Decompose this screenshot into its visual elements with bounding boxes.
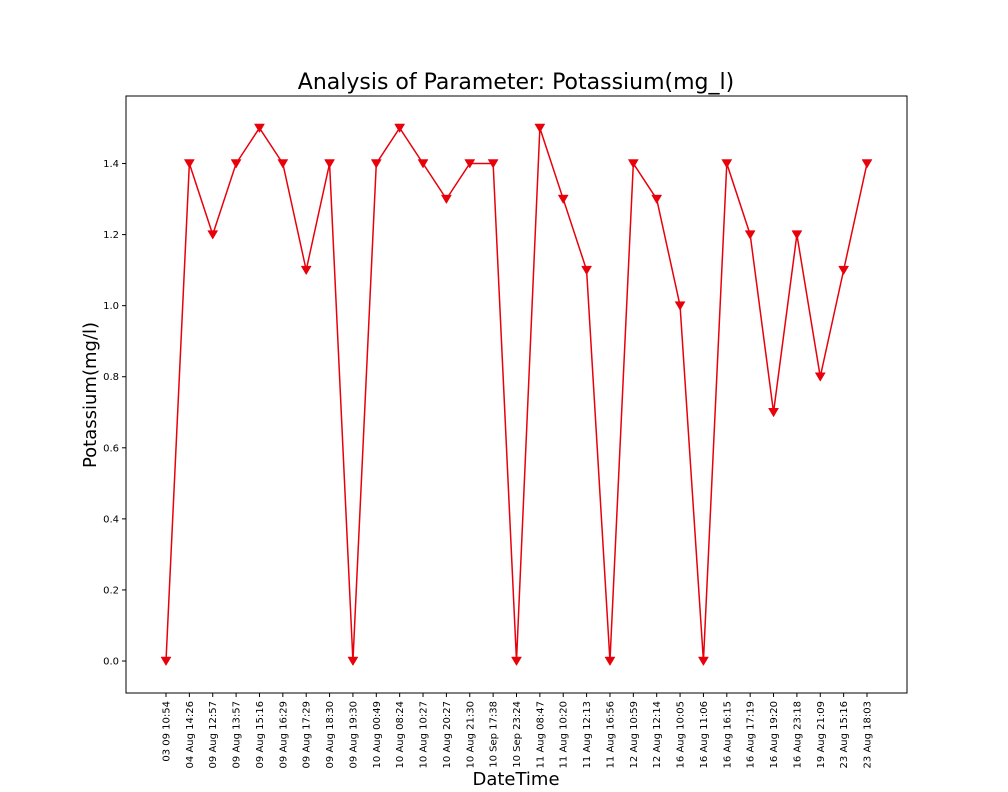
x-tick-label: 23 Aug 18:03: [863, 701, 874, 768]
x-tick-label: 11 Aug 08:47: [535, 701, 546, 768]
plot-area: [125, 95, 908, 694]
data-point-marker: [674, 301, 686, 311]
x-tick-label: 10 Aug 21:30: [465, 701, 476, 768]
y-tick-label: 1.0: [103, 301, 119, 312]
data-point-marker: [394, 123, 406, 133]
data-point-marker: [791, 230, 803, 240]
x-axis: 03 09 10:54 04 Aug 14:26 09 Aug 12:57 09 Au…: [162, 693, 874, 768]
data-point-marker: [370, 159, 382, 169]
x-tick-label: 19 Aug 21:09: [816, 701, 827, 768]
x-tick-label: 16 Aug 19:20: [769, 701, 780, 768]
data-point-marker: [160, 656, 172, 667]
y-axis: 0.0 0.2 0.4 0.6 0.8 1.0 1.2 1.4: [103, 159, 126, 668]
data-point-marker: [347, 656, 359, 667]
x-tick-label: 11 Aug 12:13: [582, 701, 593, 768]
data-point-marker: [838, 265, 850, 276]
x-tick-label: 04 Aug 14:26: [185, 701, 196, 768]
chart-title: Analysis of Parameter: Potassium(mg_l): [298, 70, 734, 95]
y-tick-label: 1.4: [103, 159, 119, 170]
series-line: [165, 126, 868, 662]
data-point-marker: [230, 159, 242, 169]
data-point-marker: [417, 159, 429, 169]
x-tick-label: 16 Aug 11:06: [699, 701, 710, 768]
data-point-marker: [324, 159, 336, 169]
data-point-marker: [697, 656, 709, 667]
x-tick-label: 09 Aug 15:16: [255, 701, 266, 768]
data-point-marker: [300, 265, 312, 276]
data-point-marker: [557, 194, 569, 205]
plot-frame: [125, 95, 908, 694]
y-tick-label: 0.2: [103, 585, 119, 596]
data-point-marker: [721, 159, 733, 169]
data-point-marker: [814, 372, 826, 382]
data-point-marker: [277, 159, 289, 169]
data-point-marker: [511, 656, 522, 667]
series-layer: [160, 123, 873, 667]
y-tick-label: 0.0: [103, 657, 119, 668]
x-tick-label: 09 Aug 16:29: [278, 701, 289, 768]
x-tick-label: 16 Aug 17:19: [746, 701, 757, 768]
x-axis-label: DateTime: [472, 769, 559, 790]
x-tick-label: 11 Aug 16:56: [605, 701, 616, 768]
x-tick-label: 03 09 10:54: [162, 701, 173, 762]
x-tick-label: 10 Aug 20:27: [442, 701, 453, 768]
data-point-marker: [744, 230, 756, 240]
x-tick-label: 09 Aug 17:29: [302, 701, 313, 768]
x-tick-label: 10 Sep 17:38: [489, 701, 500, 768]
x-tick-label: 09 Aug 12:57: [208, 701, 219, 768]
data-point-marker: [651, 194, 663, 205]
y-axis-label: Potassium(mg/l): [80, 322, 101, 468]
data-point-marker: [861, 159, 873, 169]
x-tick-label: 16 Aug 16:15: [722, 701, 733, 768]
x-tick-label: 12 Aug 10:59: [629, 701, 640, 768]
data-point-marker: [254, 123, 265, 133]
data-point-marker: [440, 194, 452, 205]
data-point-marker: [207, 230, 219, 240]
y-tick-label: 0.4: [103, 514, 119, 525]
data-point-marker: [627, 159, 639, 169]
x-tick-label: 09 Aug 18:30: [325, 701, 336, 768]
data-point-marker: [464, 159, 476, 169]
x-tick-label: 11 Aug 10:20: [559, 701, 570, 768]
y-tick-label: 0.8: [103, 372, 119, 383]
y-tick-label: 1.2: [103, 230, 119, 241]
x-tick-label: 10 Sep 23:24: [512, 701, 523, 768]
data-point-marker: [183, 159, 195, 169]
data-point-marker: [768, 408, 779, 418]
x-tick-label: 12 Aug 12:14: [652, 701, 663, 768]
x-tick-label: 10 Aug 08:24: [395, 701, 406, 768]
x-tick-label: 23 Aug 15:16: [839, 701, 850, 768]
y-tick-label: 0.6: [103, 443, 119, 454]
data-point-marker: [534, 123, 546, 133]
data-point-marker: [581, 265, 593, 276]
x-tick-label: 09 Aug 19:30: [348, 701, 359, 768]
x-tick-label: 10 Aug 10:27: [419, 701, 430, 768]
x-tick-label: 16 Aug 10:05: [676, 701, 687, 768]
x-tick-label: 10 Aug 00:49: [372, 701, 383, 768]
data-point-marker: [604, 656, 616, 667]
x-tick-label: 09 Aug 13:57: [232, 701, 243, 768]
x-tick-label: 16 Aug 23:18: [792, 701, 803, 768]
data-point-marker: [487, 159, 499, 169]
